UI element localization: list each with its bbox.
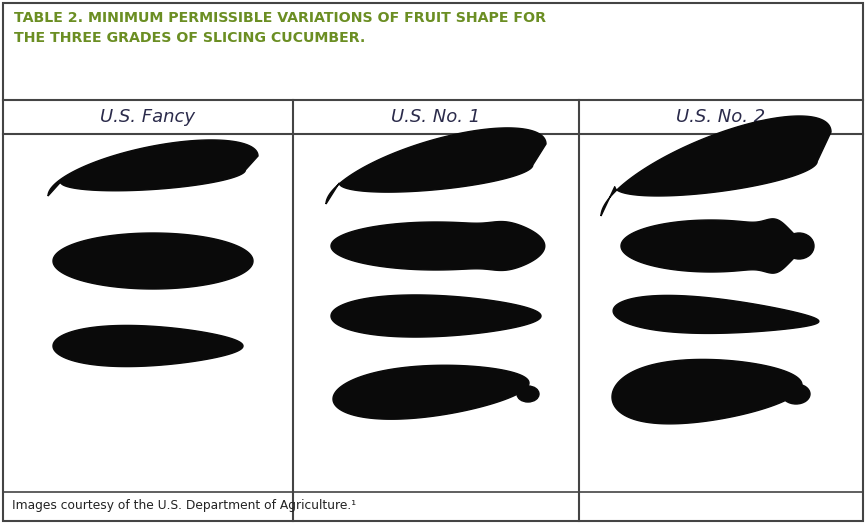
Ellipse shape xyxy=(517,386,539,402)
Text: U.S. No. 1: U.S. No. 1 xyxy=(391,108,481,126)
Text: TABLE 2. MINIMUM PERMISSIBLE VARIATIONS OF FRUIT SHAPE FOR: TABLE 2. MINIMUM PERMISSIBLE VARIATIONS … xyxy=(14,11,546,25)
Polygon shape xyxy=(53,325,243,367)
Polygon shape xyxy=(601,116,831,216)
Text: U.S. No. 2: U.S. No. 2 xyxy=(676,108,766,126)
Polygon shape xyxy=(613,296,819,333)
Text: THE THREE GRADES OF SLICING CUCUMBER.: THE THREE GRADES OF SLICING CUCUMBER. xyxy=(14,31,365,45)
Polygon shape xyxy=(48,140,258,196)
Polygon shape xyxy=(612,359,802,424)
Polygon shape xyxy=(331,295,541,337)
Polygon shape xyxy=(621,219,801,273)
Ellipse shape xyxy=(55,337,77,355)
Ellipse shape xyxy=(784,233,814,259)
Polygon shape xyxy=(53,233,253,289)
Text: Images courtesy of the U.S. Department of Agriculture.¹: Images courtesy of the U.S. Department o… xyxy=(12,499,356,512)
Polygon shape xyxy=(333,365,529,419)
Text: U.S. Fancy: U.S. Fancy xyxy=(100,108,196,126)
Ellipse shape xyxy=(782,384,810,404)
Polygon shape xyxy=(331,222,545,270)
Polygon shape xyxy=(326,128,546,204)
